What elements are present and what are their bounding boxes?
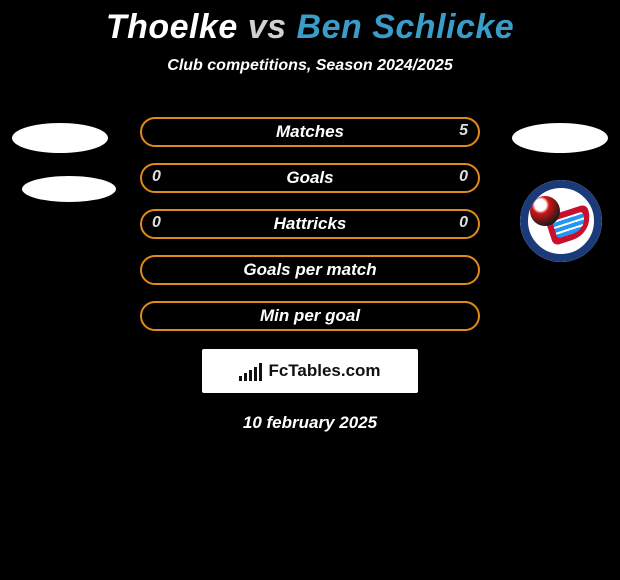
stat-label: Goals <box>142 168 478 188</box>
stat-value-right: 0 <box>459 168 468 186</box>
player2-name: Ben Schlicke <box>297 8 515 46</box>
stat-row: Min per goal <box>0 299 620 345</box>
stat-label: Goals per match <box>142 260 478 280</box>
stat-row: Matches 5 <box>0 115 620 161</box>
stat-pill: 0 Hattricks 0 <box>140 209 480 239</box>
player1-name: Thoelke <box>106 8 238 46</box>
comparison-title: Thoelke vs Ben Schlicke <box>0 0 620 47</box>
snapshot-date: 10 february 2025 <box>0 413 620 433</box>
stat-row: Goals per match <box>0 253 620 299</box>
stat-row: 0 Hattricks 0 <box>0 207 620 253</box>
stat-label: Hattricks <box>142 214 478 234</box>
stat-pill: Goals per match <box>140 255 480 285</box>
attribution-badge: FcTables.com <box>202 349 418 393</box>
stats-table: Matches 5 0 Goals 0 0 Hattricks 0 Goals … <box>0 115 620 345</box>
stat-pill: 0 Goals 0 <box>140 163 480 193</box>
stat-label: Matches <box>142 122 478 142</box>
stat-value-right: 0 <box>459 214 468 232</box>
stat-row: 0 Goals 0 <box>0 161 620 207</box>
competition-subtitle: Club competitions, Season 2024/2025 <box>0 57 620 75</box>
stat-pill: Min per goal <box>140 301 480 331</box>
vs-label: vs <box>248 8 287 46</box>
bars-icon <box>239 361 262 381</box>
attribution-text: FcTables.com <box>268 361 380 381</box>
stat-value-right: 5 <box>459 122 468 140</box>
stat-label: Min per goal <box>142 306 478 326</box>
stat-pill: Matches 5 <box>140 117 480 147</box>
